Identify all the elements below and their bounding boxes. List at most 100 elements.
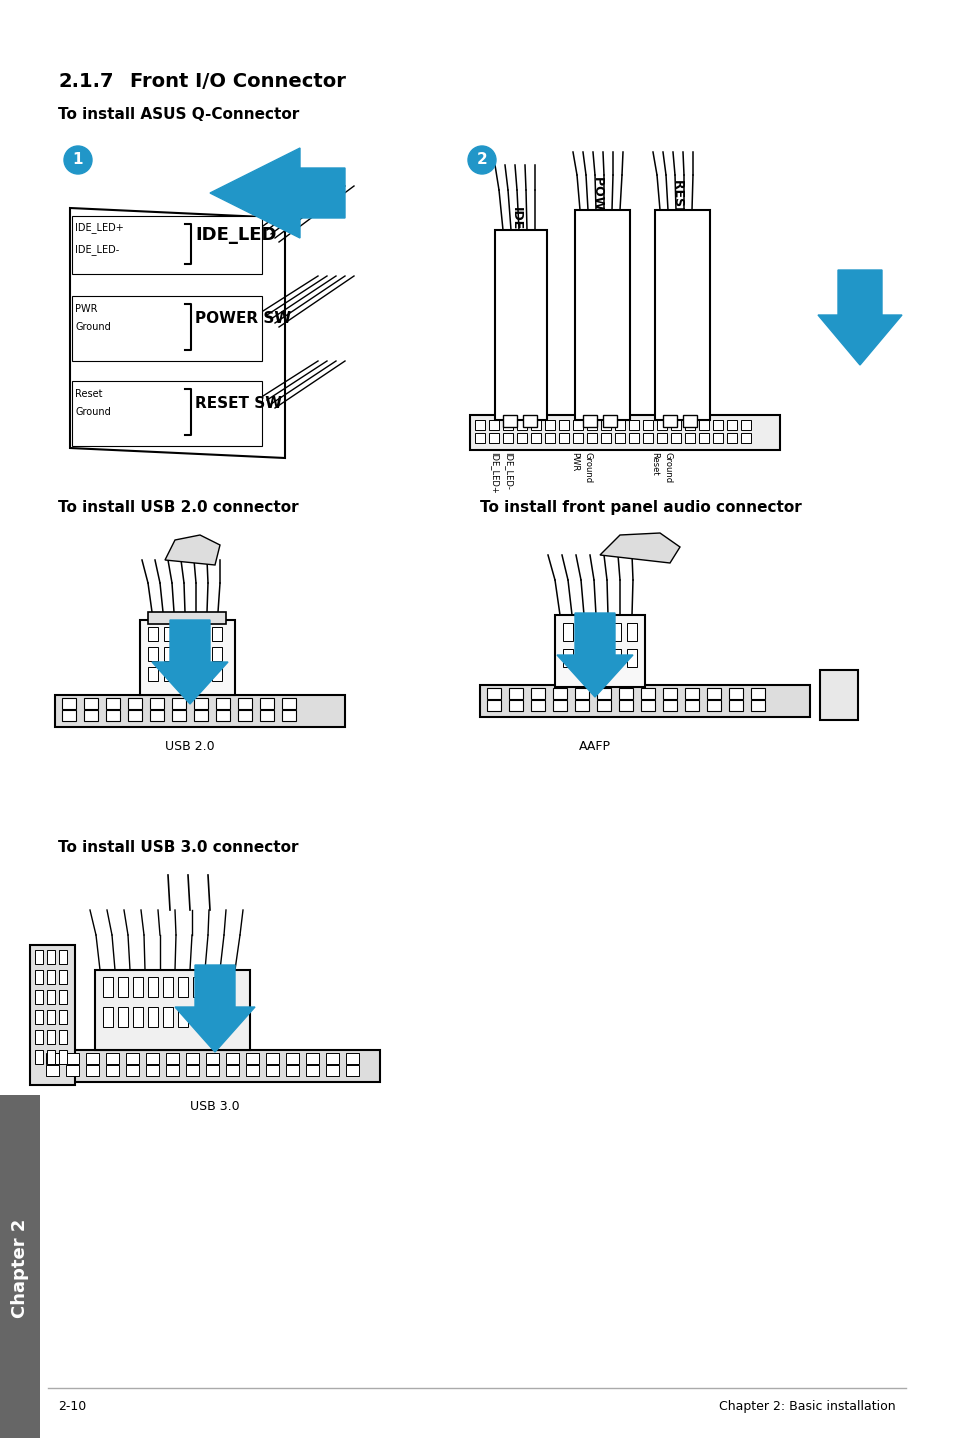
Bar — [164, 627, 173, 641]
Bar — [84, 710, 98, 720]
Bar — [103, 1007, 112, 1027]
Bar — [575, 210, 629, 420]
Bar — [195, 627, 206, 641]
Bar — [193, 710, 208, 720]
Bar — [615, 420, 624, 430]
Text: Ground: Ground — [75, 407, 111, 417]
Bar — [610, 623, 620, 641]
Circle shape — [468, 147, 496, 174]
Bar — [595, 649, 604, 667]
Text: PWR: PWR — [569, 452, 578, 472]
Bar — [728, 687, 742, 699]
Bar — [306, 1066, 318, 1076]
Bar — [106, 697, 120, 709]
Bar — [148, 667, 158, 682]
Bar — [562, 649, 573, 667]
Bar — [146, 1066, 159, 1076]
Bar — [118, 1007, 128, 1027]
Bar — [148, 627, 158, 641]
Bar — [573, 433, 582, 443]
Bar — [712, 420, 722, 430]
Bar — [670, 433, 680, 443]
Bar — [59, 951, 67, 963]
Bar — [582, 416, 597, 427]
Bar — [106, 1053, 119, 1064]
Bar — [206, 1066, 219, 1076]
Bar — [562, 623, 573, 641]
Bar — [586, 433, 597, 443]
Bar — [118, 976, 128, 997]
Bar — [626, 623, 637, 641]
Bar — [531, 687, 544, 699]
Bar — [306, 1053, 318, 1064]
Bar — [670, 420, 680, 430]
Bar — [740, 420, 750, 430]
Bar — [178, 1007, 188, 1027]
Text: Chapter 2: Basic installation: Chapter 2: Basic installation — [719, 1401, 895, 1414]
Bar — [600, 420, 610, 430]
Bar — [615, 433, 624, 443]
Bar — [286, 1053, 298, 1064]
Bar — [618, 700, 633, 710]
Bar — [610, 649, 620, 667]
Text: RESET SW: RESET SW — [671, 180, 684, 250]
Text: IDE_LED+: IDE_LED+ — [490, 452, 498, 493]
Bar — [55, 695, 345, 728]
Bar — [489, 420, 498, 430]
Text: IDE_LED+: IDE_LED+ — [75, 221, 124, 233]
Bar — [531, 700, 544, 710]
Bar — [489, 433, 498, 443]
Bar — [684, 687, 699, 699]
Bar — [517, 420, 526, 430]
Bar — [750, 700, 764, 710]
Bar — [475, 433, 484, 443]
Bar — [726, 420, 737, 430]
Text: Reset: Reset — [649, 452, 659, 476]
Bar — [223, 1007, 233, 1027]
Bar — [186, 1053, 199, 1064]
Bar — [726, 433, 737, 443]
Bar — [640, 687, 655, 699]
Bar — [172, 697, 186, 709]
Bar — [215, 697, 230, 709]
Bar — [148, 976, 158, 997]
Bar — [750, 687, 764, 699]
Text: To install front panel audio connector: To install front panel audio connector — [479, 500, 801, 515]
Bar — [246, 1066, 258, 1076]
Bar — [35, 989, 43, 1004]
Bar — [71, 296, 262, 361]
Bar — [346, 1053, 358, 1064]
Text: RESET SW: RESET SW — [194, 395, 282, 411]
Text: USB 3.0: USB 3.0 — [190, 1100, 239, 1113]
Bar — [662, 700, 677, 710]
Bar — [166, 1066, 179, 1076]
Bar — [495, 230, 546, 420]
Text: IDE_LED: IDE_LED — [194, 226, 276, 244]
Bar — [163, 976, 172, 997]
Bar — [226, 1066, 239, 1076]
Text: Reset: Reset — [75, 390, 102, 398]
Bar — [148, 613, 226, 624]
Bar — [586, 420, 597, 430]
Bar — [509, 700, 522, 710]
Bar — [820, 670, 857, 720]
Text: 2.1.7: 2.1.7 — [58, 72, 113, 91]
Polygon shape — [557, 613, 633, 697]
Bar — [128, 697, 142, 709]
Bar — [195, 667, 206, 682]
Bar — [578, 623, 588, 641]
Bar — [706, 700, 720, 710]
Bar — [595, 623, 604, 641]
Bar — [71, 381, 262, 446]
Bar — [260, 710, 274, 720]
Text: Ground: Ground — [663, 452, 672, 483]
Bar — [266, 1053, 278, 1064]
Bar — [195, 647, 206, 661]
Polygon shape — [817, 270, 901, 365]
Bar — [46, 1053, 59, 1064]
Bar — [266, 1066, 278, 1076]
Bar — [662, 687, 677, 699]
Bar — [286, 1066, 298, 1076]
Bar — [47, 1050, 55, 1064]
Bar — [502, 433, 513, 443]
